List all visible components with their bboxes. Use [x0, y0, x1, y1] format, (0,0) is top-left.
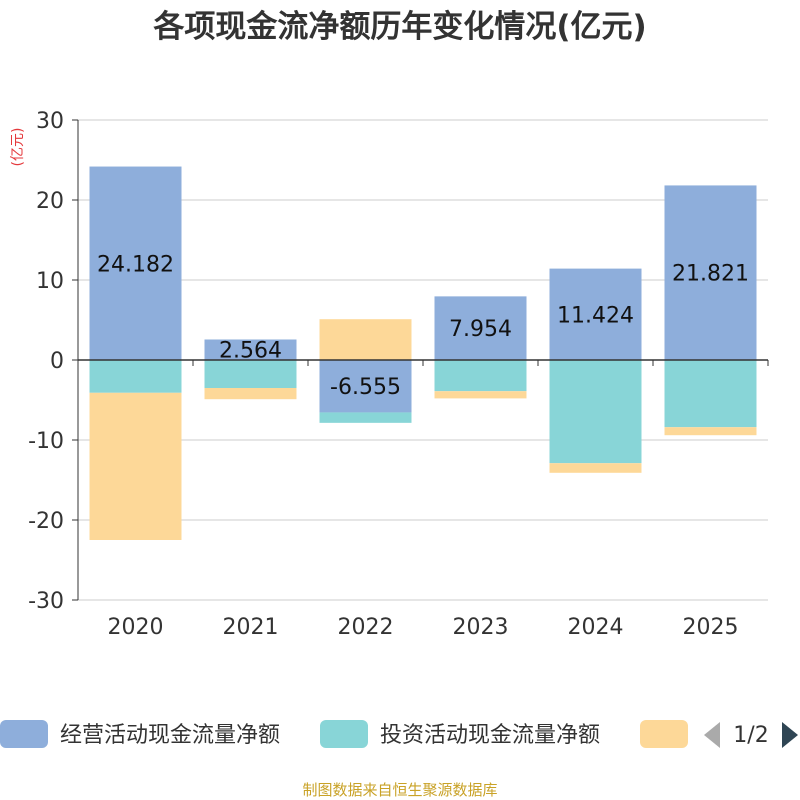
x-tick-label: 2023: [453, 615, 509, 640]
y-axis-unit: (亿元): [10, 128, 26, 167]
bar-2025-series-3[interactable]: [664, 427, 757, 436]
legend-item-3[interactable]: [640, 720, 688, 748]
bar-2024-series-1[interactable]: [549, 268, 642, 360]
x-tick-label: 2022: [338, 615, 394, 640]
bar-2022-series-1[interactable]: [319, 360, 412, 413]
data-label-2023: 7.954: [449, 317, 512, 342]
bar-2021-series-2[interactable]: [204, 360, 297, 388]
x-tick-label: 2021: [223, 615, 279, 640]
legend-page-indicator: 1/2: [733, 723, 768, 748]
legend-swatch: [320, 720, 368, 748]
y-tick-label: -20: [28, 509, 64, 534]
y-tick-label: 20: [36, 189, 64, 214]
bar-2023-series-2[interactable]: [434, 360, 527, 392]
data-source: 制图数据来自恒生聚源数据库: [302, 781, 497, 799]
bar-2020-series-1[interactable]: [89, 166, 182, 360]
bar-2024-series-3[interactable]: [549, 463, 642, 473]
y-tick-label: 30: [36, 109, 64, 134]
data-labels: 24.182 2.564 -6.555 7.954 11.424 21.821: [97, 252, 749, 400]
legend-item-2[interactable]: 投资活动现金流量净额: [320, 720, 600, 748]
y-tick-label: -30: [28, 589, 64, 614]
legend-swatch: [0, 720, 48, 748]
legend-next-icon[interactable]: [782, 722, 798, 748]
bar-2022-series-3[interactable]: [319, 319, 412, 360]
legend-swatch: [640, 720, 688, 748]
gridlines: [78, 119, 768, 601]
axes-group: 30 20 10 0 -10 -20 -30 2020 2021 2022 2023 2024 2025: [28, 109, 769, 640]
bar-2020-series-3[interactable]: [89, 392, 182, 540]
bar-2021-series-3[interactable]: [204, 388, 297, 400]
bar-2025-series-2[interactable]: [664, 360, 757, 428]
bar-2020-series-2[interactable]: [89, 360, 182, 393]
legend-prev-icon[interactable]: [704, 722, 720, 748]
data-label-2020: 24.182: [97, 252, 174, 277]
chart-title: 各项现金流净额历年变化情况(亿元): [152, 9, 646, 45]
y-tick-label: 10: [36, 269, 64, 294]
bar-2021-series-1[interactable]: [204, 339, 297, 360]
y-tick-label: -10: [28, 429, 64, 454]
x-tick-label: 2025: [683, 615, 739, 640]
bars-group: [89, 166, 757, 540]
bar-2025-series-1[interactable]: [664, 185, 757, 360]
legend-label: 投资活动现金流量净额: [380, 723, 600, 748]
bar-2022-series-2[interactable]: [319, 412, 412, 423]
legend-label: 经营活动现金流量净额: [60, 723, 280, 748]
data-label-2021: 2.564: [219, 339, 282, 364]
data-label-2022: -6.555: [330, 375, 401, 400]
legend-item-1[interactable]: 经营活动现金流量净额: [0, 720, 280, 748]
bar-2023-series-1[interactable]: [434, 296, 527, 360]
bar-2024-series-2[interactable]: [549, 360, 642, 464]
data-label-2025: 21.821: [672, 262, 749, 287]
x-tick-label: 2020: [108, 615, 164, 640]
bar-2023-series-3[interactable]: [434, 391, 527, 399]
legend: 经营活动现金流量净额 投资活动现金流量净额 1/2: [0, 720, 798, 748]
y-tick-label: 0: [50, 349, 64, 374]
data-label-2024: 11.424: [557, 303, 634, 328]
x-tick-label: 2024: [568, 615, 624, 640]
